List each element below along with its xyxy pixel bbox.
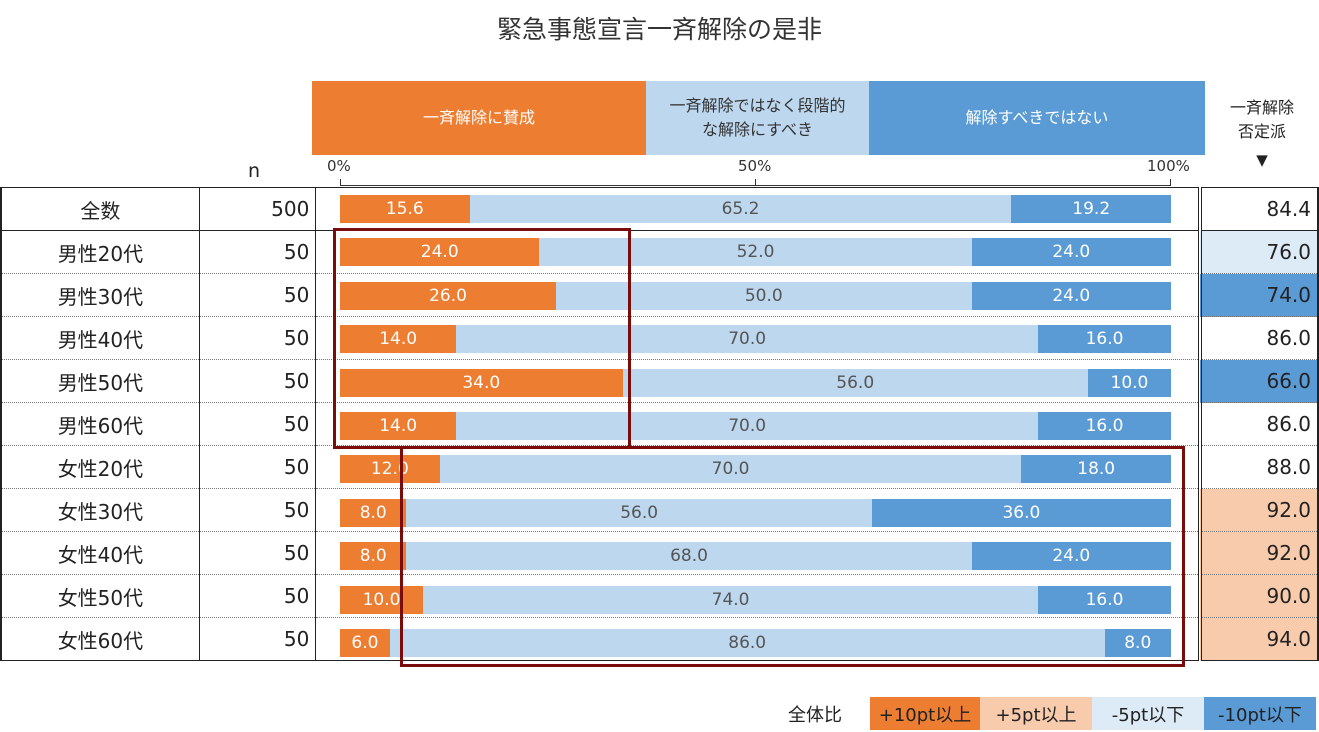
row-label: 女性50代: [0, 574, 200, 618]
row-neg-total: 88.0: [1198, 445, 1319, 489]
header-neg-total: 一斉解除 否定派 ▼: [1208, 96, 1316, 172]
row-label: 女性40代: [0, 531, 200, 575]
chart-title: 緊急事態宣言一斉解除の是非: [496, 15, 822, 44]
table-row: 男性30代 50 74.0: [0, 273, 1319, 317]
legend-item-plus10: +10pt以上: [870, 697, 980, 730]
header-gradual-line1: 一斉解除ではなく段階的: [669, 96, 846, 115]
row-label: 男性60代: [0, 402, 200, 446]
row-neg-total: 92.0: [1198, 531, 1319, 575]
row-n: 50: [199, 316, 317, 360]
row-n: 50: [199, 359, 317, 403]
header-gradual-line2: な解除にすべき: [701, 120, 814, 139]
header-gradual: 一斉解除ではなく段階的 な解除にすべき: [646, 81, 869, 155]
row-label: 男性50代: [0, 359, 200, 403]
row-neg-total: 66.0: [1198, 359, 1319, 403]
row-neg-total: 84.4: [1198, 187, 1319, 231]
row-neg-total: 94.0: [1198, 617, 1319, 661]
sort-down-icon[interactable]: ▼: [1256, 151, 1268, 169]
header-against-label: 解除すべきではない: [965, 108, 1109, 127]
row-label: 男性40代: [0, 316, 200, 360]
axis-tick-mark-100: [1170, 179, 1171, 186]
row-neg-total: 86.0: [1198, 402, 1319, 446]
axis-tick-100: 100%: [1147, 157, 1190, 175]
row-neg-total: 90.0: [1198, 574, 1319, 618]
row-neg-total: 86.0: [1198, 316, 1319, 360]
row-n: 500: [199, 187, 317, 231]
legend-item-minus10: -10pt以下: [1204, 697, 1316, 730]
header-against: 解除すべきではない: [869, 81, 1205, 155]
row-n: 50: [199, 574, 317, 618]
table-row: 全数 500 84.4: [0, 187, 1319, 231]
row-neg-total: 74.0: [1198, 273, 1319, 317]
axis-tick-50: 50%: [738, 157, 772, 175]
header-favor: 一斉解除に賛成: [312, 81, 646, 155]
row-n: 50: [199, 230, 317, 274]
table-row: 男性60代 50 86.0: [0, 402, 1319, 446]
legend-item-minus5: -5pt以下: [1092, 697, 1204, 730]
row-n: 50: [199, 488, 317, 532]
row-n: 50: [199, 617, 317, 661]
legend-label: 全体比: [788, 704, 842, 726]
highlight-box-female: [400, 446, 1185, 667]
axis-tick-mark-50: [755, 179, 756, 186]
row-label: 男性30代: [0, 273, 200, 317]
row-neg-total: 76.0: [1198, 230, 1319, 274]
n-column-header: n: [248, 160, 261, 182]
table-row: 男性20代 50 76.0: [0, 230, 1319, 274]
header-neg-line2: 否定派: [1237, 122, 1286, 141]
row-neg-total: 92.0: [1198, 488, 1319, 532]
row-label: 女性30代: [0, 488, 200, 532]
row-label: 男性20代: [0, 230, 200, 274]
row-n: 50: [199, 531, 317, 575]
row-bar-cell: [315, 187, 1201, 231]
header-favor-label: 一斉解除に賛成: [422, 108, 535, 127]
highlight-box-male: [333, 228, 631, 449]
row-label: 全数: [0, 187, 200, 231]
axis-tick-mark-0: [340, 179, 341, 186]
row-n: 50: [199, 445, 317, 489]
row-n: 50: [199, 273, 317, 317]
row-n: 50: [199, 402, 317, 446]
row-label: 女性60代: [0, 617, 200, 661]
legend-item-plus5: +5pt以上: [980, 697, 1092, 730]
table-row: 男性50代 50 66.0: [0, 359, 1319, 403]
axis-tick-0: 0%: [327, 157, 351, 175]
table-row: 男性40代 50 86.0: [0, 316, 1319, 360]
header-neg-line1: 一斉解除: [1229, 98, 1294, 117]
row-label: 女性20代: [0, 445, 200, 489]
